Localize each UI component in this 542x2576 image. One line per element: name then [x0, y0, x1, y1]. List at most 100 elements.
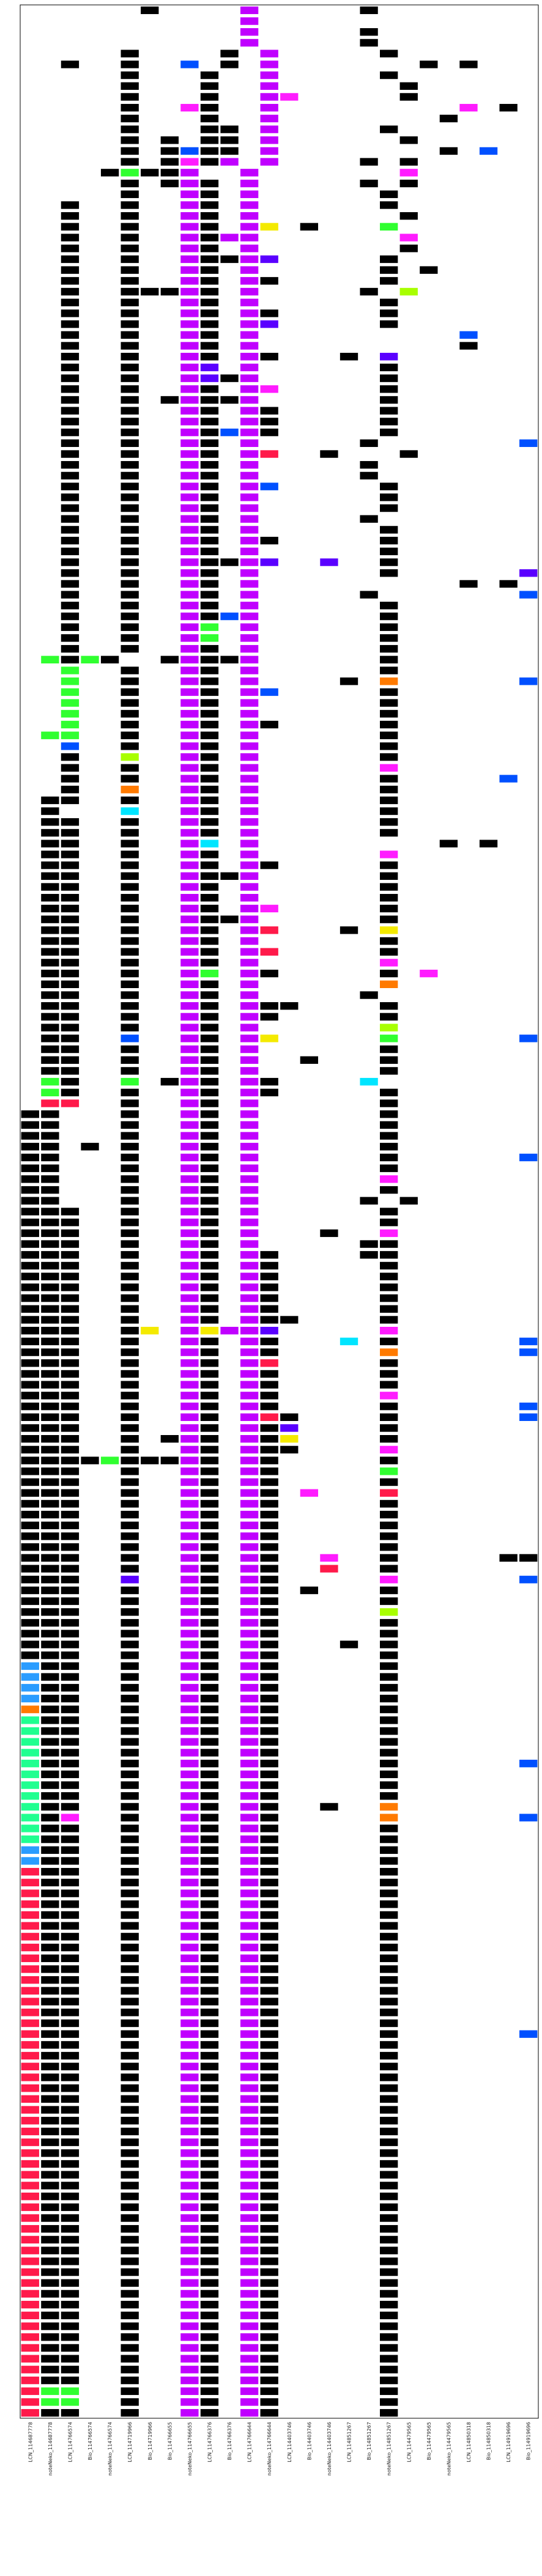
heatmap-cell	[121, 1792, 139, 1800]
heatmap-cell	[240, 450, 259, 458]
heatmap-cell	[200, 179, 219, 188]
heatmap-cell	[240, 2333, 259, 2341]
heatmap-cell	[240, 904, 259, 913]
heatmap-cell	[240, 17, 259, 25]
heatmap-cell	[519, 1576, 538, 1584]
heatmap-cell	[61, 904, 80, 913]
heatmap-cell	[121, 1067, 139, 1075]
heatmap-cell	[21, 2235, 39, 2244]
heatmap-cell	[380, 1554, 398, 1562]
heatmap-cell	[41, 1618, 59, 1627]
heatmap-cell	[61, 1640, 80, 1648]
heatmap-cell	[61, 1077, 80, 1086]
heatmap-cell	[21, 1251, 39, 1259]
heatmap-cell	[260, 2398, 278, 2406]
heatmap-cell	[21, 1803, 39, 1811]
heatmap-cell	[240, 753, 259, 761]
heatmap-cell	[260, 1283, 278, 1291]
heatmap-cell	[180, 655, 199, 664]
heatmap-cell	[41, 991, 59, 999]
heatmap-cell	[519, 1554, 538, 1562]
heatmap-cell	[260, 1835, 278, 1843]
heatmap-cell	[180, 245, 199, 253]
heatmap-cell	[121, 1867, 139, 1876]
heatmap-cell	[200, 2149, 219, 2157]
heatmap-cell	[240, 1943, 259, 1952]
heatmap-cell	[380, 1922, 398, 1930]
heatmap-cell	[121, 1381, 139, 1389]
heatmap-cell	[180, 2019, 199, 2028]
heatmap-cell	[380, 1219, 398, 1227]
heatmap-cell	[200, 612, 219, 621]
heatmap-cell	[41, 1424, 59, 1432]
heatmap-cell	[380, 883, 398, 891]
heatmap-cell	[260, 1294, 278, 1302]
heatmap-cell	[240, 1175, 259, 1183]
heatmap-cell	[240, 1164, 259, 1172]
heatmap-cell	[41, 1510, 59, 1519]
heatmap-cell	[180, 1208, 199, 1216]
heatmap-cell	[180, 2051, 199, 2060]
heatmap-cell	[260, 1933, 278, 1941]
heatmap-cell	[180, 2106, 199, 2114]
heatmap-cell	[380, 277, 398, 285]
heatmap-cell	[380, 1392, 398, 1400]
heatmap-cell	[41, 1175, 59, 1183]
heatmap-cell	[41, 1402, 59, 1411]
heatmap-cell	[121, 1186, 139, 1194]
heatmap-cell	[61, 309, 80, 317]
heatmap-cell	[61, 764, 80, 772]
heatmap-cell	[61, 851, 80, 858]
heatmap-cell	[240, 2095, 259, 2103]
heatmap-cell	[240, 396, 259, 404]
heatmap-cell	[21, 1413, 39, 1421]
heatmap-cell	[240, 1413, 259, 1421]
heatmap-cell	[240, 1759, 259, 1768]
heatmap-cell	[380, 1175, 398, 1183]
heatmap-cell	[61, 2333, 80, 2341]
heatmap-cell	[61, 428, 80, 437]
heatmap-cell	[260, 2344, 278, 2352]
heatmap-cell	[200, 1889, 219, 1897]
heatmap-cell	[121, 1359, 139, 1367]
heatmap-cell	[180, 234, 199, 242]
heatmap-cell	[360, 158, 378, 166]
heatmap-cell	[240, 1110, 259, 1118]
heatmap-cell	[121, 1835, 139, 1843]
heatmap-cell	[121, 2408, 139, 2417]
heatmap-cell	[240, 1445, 259, 1454]
heatmap-cell	[240, 493, 259, 501]
heatmap-cell	[121, 1175, 139, 1183]
heatmap-cell	[260, 2019, 278, 2028]
heatmap-cell	[200, 1435, 219, 1443]
heatmap-cell	[61, 1738, 80, 1746]
heatmap-cell	[61, 1900, 80, 1908]
heatmap-cell	[240, 1272, 259, 1280]
heatmap-cell	[260, 536, 278, 545]
heatmap-cell	[121, 775, 139, 783]
heatmap-cell	[200, 1759, 219, 1768]
heatmap-cell	[121, 1618, 139, 1627]
heatmap-cell	[121, 1857, 139, 1865]
heatmap-cell	[200, 1500, 219, 1508]
heatmap-cell	[121, 50, 139, 57]
heatmap-cell	[200, 786, 219, 794]
heatmap-cell	[41, 1543, 59, 1551]
heatmap-cell	[380, 1900, 398, 1908]
heatmap-cell	[180, 255, 199, 264]
heatmap-cell	[360, 471, 378, 480]
heatmap-cell	[260, 1370, 278, 1378]
heatmap-cell	[200, 1911, 219, 1919]
heatmap-cell	[200, 2246, 219, 2254]
heatmap-cell	[180, 320, 199, 328]
heatmap-cell	[41, 1500, 59, 1508]
heatmap-cell	[380, 1532, 398, 1540]
heatmap-cell	[260, 1889, 278, 1897]
heatmap-cell	[200, 1424, 219, 1432]
column-tick-label: LCN_114403746	[287, 2422, 292, 2462]
heatmap-cell	[41, 1922, 59, 1930]
heatmap-cell	[260, 2214, 278, 2222]
heatmap-cell	[121, 1110, 139, 1118]
heatmap-cell	[240, 1727, 259, 1735]
heatmap-cell	[200, 1716, 219, 1724]
